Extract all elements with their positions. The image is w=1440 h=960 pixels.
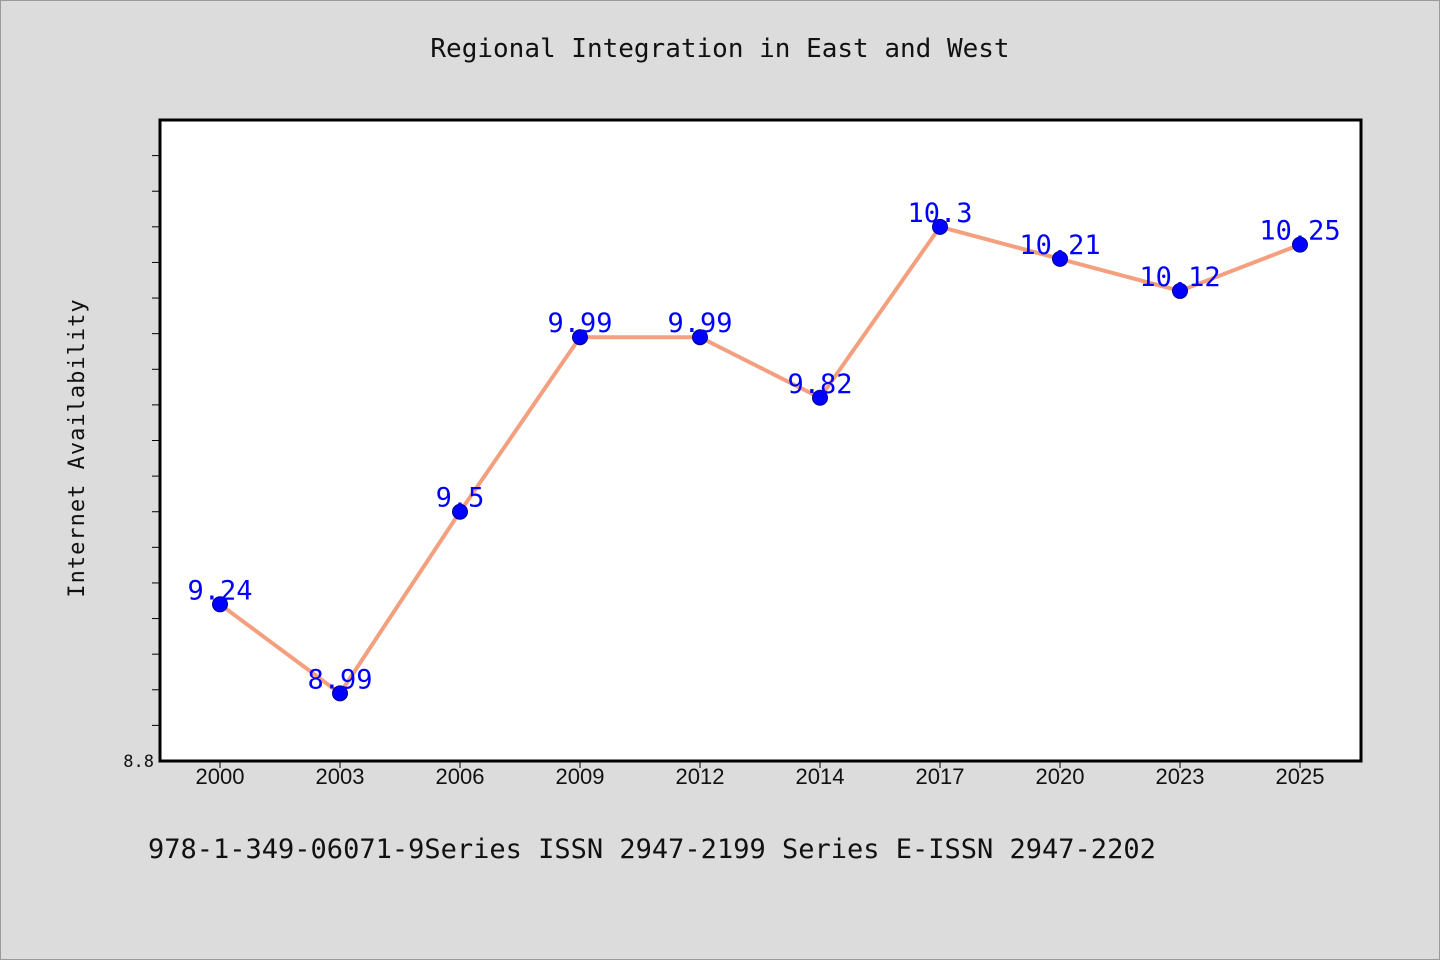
x-tick-label: 2003 — [316, 764, 365, 789]
data-label: 10.21 — [1019, 230, 1100, 261]
data-point — [1052, 250, 1068, 267]
y-axis-ticks: 8.8 — [123, 155, 160, 772]
x-tick-label: 2006 — [436, 764, 485, 789]
data-label: 9.5 — [436, 483, 485, 514]
chart-title: Regional Integration in East and West — [430, 34, 1010, 64]
data-point — [692, 329, 708, 346]
data-label: 10.25 — [1259, 216, 1340, 247]
x-tick-label: 2000 — [196, 764, 245, 789]
x-tick-label: 2017 — [916, 764, 965, 789]
data-label: 9.99 — [667, 308, 732, 339]
footer-note: 978-1-349-06071-9Series ISSN 2947-2199 S… — [148, 834, 1156, 865]
data-label: 10.12 — [1139, 262, 1220, 293]
data-point — [1292, 236, 1308, 253]
data-point — [212, 596, 228, 613]
plot-area — [158, 118, 1363, 763]
data-point — [812, 389, 828, 406]
y-tick-label: 8.8 — [123, 752, 154, 772]
x-tick-label: 2020 — [1036, 764, 1085, 789]
x-axis-ticks: 2000 2003 2006 2009 2012 2014 2017 2020 2023 2025 — [196, 761, 1325, 789]
data-label: 9.99 — [547, 308, 612, 339]
x-tick-label: 2009 — [556, 764, 605, 789]
data-point — [932, 218, 948, 235]
data-label: 9.82 — [787, 369, 852, 400]
data-point — [332, 685, 348, 702]
data-label: 8.99 — [307, 664, 372, 695]
series-line — [218, 224, 1301, 696]
x-tick-label: 2014 — [796, 764, 845, 789]
data-point — [452, 503, 468, 520]
series-group: 9.24 8.99 9.5 9.99 9.99 9.82 10.3 10.21 10.12 10.… — [187, 198, 1341, 702]
data-label: 10.3 — [907, 198, 972, 229]
data-point — [1172, 282, 1188, 299]
x-tick-label: 2023 — [1156, 764, 1205, 789]
x-tick-label: 2012 — [676, 764, 725, 789]
data-label: 9.24 — [187, 575, 252, 606]
x-tick-label: 2025 — [1276, 764, 1325, 789]
y-axis-label: Internet Availability — [65, 298, 90, 597]
data-point — [572, 329, 588, 346]
